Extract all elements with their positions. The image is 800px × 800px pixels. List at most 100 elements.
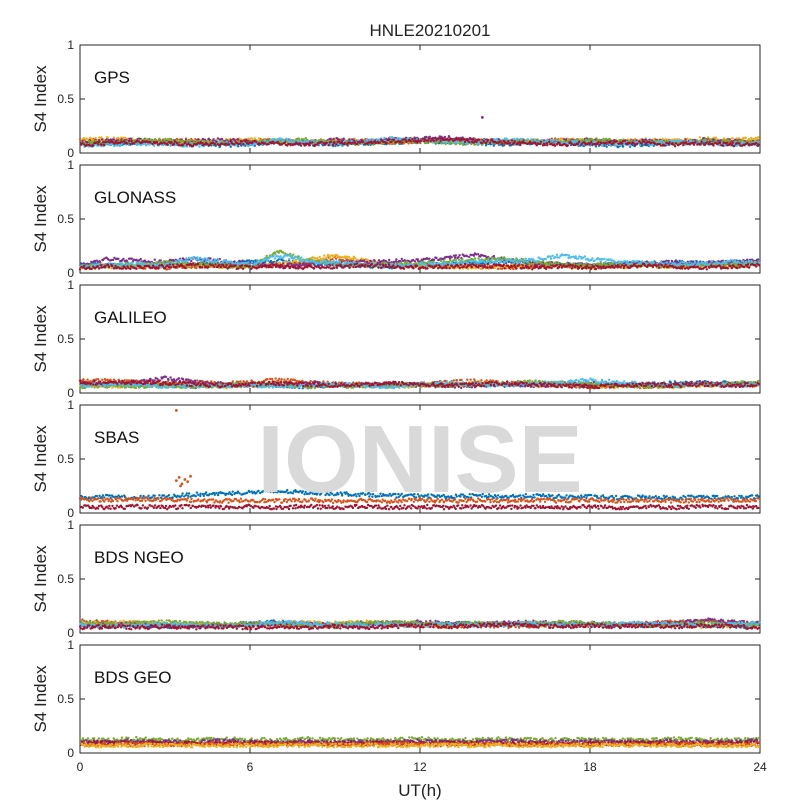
data-point: [272, 142, 276, 145]
data-point: [576, 142, 580, 146]
data-point: [289, 138, 292, 142]
data-point: [287, 142, 290, 146]
data-point: [86, 141, 89, 144]
data-point: [668, 141, 671, 144]
data-point: [287, 140, 290, 143]
data-point: [520, 137, 524, 141]
data-point: [243, 144, 247, 147]
data-point: [495, 138, 498, 141]
data-point: [698, 136, 702, 139]
data-point: [501, 142, 504, 145]
data-point: [506, 142, 509, 145]
data-point: [390, 140, 393, 144]
data-point: [198, 145, 201, 148]
data-point: [590, 141, 593, 144]
data-point: [439, 139, 442, 143]
data-point: [690, 139, 693, 143]
data-point: [100, 143, 103, 147]
data-point: [141, 140, 144, 143]
data-point: [318, 255, 321, 259]
data-point: [707, 136, 710, 139]
data-point: [195, 266, 198, 270]
data-point: [188, 139, 191, 142]
data-point: [129, 137, 133, 140]
data-point: [127, 139, 131, 143]
data-point: [148, 143, 151, 146]
data-point: [425, 135, 428, 139]
data-point: [595, 137, 598, 140]
data-point: [255, 140, 258, 143]
data-point: [320, 140, 323, 144]
data-point: [332, 137, 335, 141]
data-point: [98, 136, 101, 139]
data-point: [484, 144, 488, 147]
data-point: [333, 140, 336, 144]
data-point: [513, 137, 516, 141]
data-point: [684, 141, 688, 144]
data-point: [249, 143, 252, 147]
data-point: [203, 139, 206, 143]
data-point: [744, 136, 747, 140]
data-point: [692, 143, 696, 146]
data-point: [621, 142, 624, 145]
data-point: [177, 144, 180, 147]
data-point: [704, 138, 708, 141]
data-point: [712, 144, 715, 147]
data-point: [158, 137, 161, 140]
data-point: [553, 144, 557, 147]
data-point: [543, 143, 546, 147]
data-point: [308, 141, 312, 144]
data-point: [164, 137, 167, 141]
data-point: [356, 141, 360, 144]
data-point: [513, 140, 516, 143]
data-point: [609, 138, 612, 141]
data-point: [213, 142, 216, 146]
data-point: [468, 141, 471, 144]
data-point: [598, 138, 601, 141]
data-point: [594, 145, 598, 148]
y-tick-label: 0: [67, 146, 74, 160]
data-point: [297, 137, 300, 140]
data-point: [674, 142, 678, 145]
data-point: [738, 142, 741, 145]
data-point: [279, 137, 283, 140]
data-point: [636, 142, 639, 145]
data-point: [730, 143, 734, 147]
data-point: [614, 144, 617, 147]
data-point: [526, 138, 529, 141]
data-point: [225, 140, 228, 143]
data-point: [707, 142, 710, 146]
data-point: [145, 143, 149, 146]
data-point: [731, 141, 734, 144]
data-point: [242, 143, 245, 146]
data-point: [251, 137, 254, 140]
data-point: [334, 143, 338, 146]
data-point: [660, 139, 663, 143]
data-point: [368, 138, 371, 141]
data-point: [144, 137, 147, 141]
data-point: [126, 142, 129, 145]
data-point: [94, 136, 97, 140]
data-point: [170, 141, 173, 144]
data-point: [597, 141, 600, 144]
scatter-points: [78, 115, 761, 149]
data-point: [546, 144, 549, 147]
data-point: [628, 141, 631, 145]
data-point: [714, 136, 718, 139]
data-point: [496, 267, 500, 271]
data-point: [599, 141, 603, 145]
data-point: [112, 138, 116, 141]
data-point: [233, 143, 236, 146]
data-point: [392, 138, 396, 142]
data-point: [529, 138, 533, 141]
data-point: [640, 142, 643, 145]
data-point: [568, 138, 571, 141]
data-point: [548, 140, 551, 144]
data-point: [566, 144, 569, 147]
data-point: [757, 140, 760, 143]
data-point: [97, 140, 101, 144]
data-point: [699, 142, 702, 146]
data-point: [700, 140, 703, 143]
data-point: [100, 136, 103, 139]
